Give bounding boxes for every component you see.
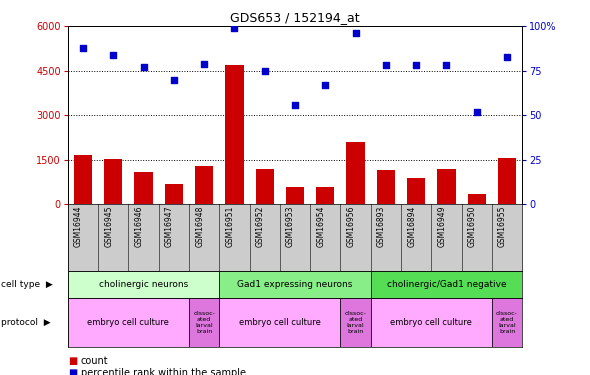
Bar bbox=[68, 298, 189, 347]
Bar bbox=[316, 187, 335, 204]
Point bbox=[230, 25, 239, 31]
Text: GSM16944: GSM16944 bbox=[74, 206, 83, 247]
Text: GSM16893: GSM16893 bbox=[377, 206, 386, 247]
Text: GSM16953: GSM16953 bbox=[286, 206, 295, 247]
Text: protocol  ▶: protocol ▶ bbox=[1, 318, 51, 327]
Point bbox=[78, 45, 88, 51]
Bar bbox=[74, 154, 92, 204]
Bar bbox=[225, 65, 244, 204]
Bar bbox=[189, 298, 219, 347]
Bar bbox=[255, 169, 274, 204]
Bar bbox=[104, 159, 122, 204]
Text: dissoc-
ated
larval
brain: dissoc- ated larval brain bbox=[496, 311, 518, 334]
Bar bbox=[340, 298, 371, 347]
Text: GSM16951: GSM16951 bbox=[225, 206, 234, 247]
Text: GSM16947: GSM16947 bbox=[165, 206, 174, 247]
Bar bbox=[219, 271, 371, 298]
Point bbox=[411, 62, 421, 68]
Point bbox=[260, 68, 270, 74]
Bar bbox=[219, 298, 340, 347]
Bar bbox=[371, 271, 522, 298]
Text: dissoc-
ated
larval
brain: dissoc- ated larval brain bbox=[345, 311, 366, 334]
Bar bbox=[371, 298, 492, 347]
Bar bbox=[195, 166, 213, 204]
Point bbox=[351, 30, 360, 36]
Text: cholinergic/Gad1 negative: cholinergic/Gad1 negative bbox=[386, 280, 506, 289]
Point bbox=[290, 102, 300, 108]
Text: count: count bbox=[81, 356, 109, 366]
Text: GSM16894: GSM16894 bbox=[407, 206, 416, 247]
Text: GSM16950: GSM16950 bbox=[468, 206, 477, 247]
Bar bbox=[498, 158, 516, 204]
Text: embryo cell culture: embryo cell culture bbox=[87, 318, 169, 327]
Bar bbox=[468, 194, 486, 204]
Point bbox=[320, 82, 330, 88]
Title: GDS653 / 152194_at: GDS653 / 152194_at bbox=[230, 11, 360, 24]
Point bbox=[381, 62, 391, 68]
Point bbox=[109, 52, 118, 58]
Bar bbox=[346, 142, 365, 204]
Bar bbox=[492, 298, 522, 347]
Text: cell type  ▶: cell type ▶ bbox=[1, 280, 53, 289]
Point bbox=[169, 77, 179, 83]
Text: percentile rank within the sample: percentile rank within the sample bbox=[81, 368, 246, 375]
Bar bbox=[135, 172, 153, 204]
Bar bbox=[377, 170, 395, 204]
Point bbox=[442, 62, 451, 68]
Point bbox=[199, 61, 209, 67]
Point bbox=[472, 109, 481, 115]
Text: GSM16956: GSM16956 bbox=[346, 206, 356, 247]
Bar bbox=[165, 184, 183, 204]
Text: GSM16952: GSM16952 bbox=[255, 206, 265, 247]
Text: ■: ■ bbox=[68, 368, 77, 375]
Bar bbox=[68, 271, 219, 298]
Text: GSM16955: GSM16955 bbox=[498, 206, 507, 247]
Text: GSM16949: GSM16949 bbox=[437, 206, 447, 247]
Text: embryo cell culture: embryo cell culture bbox=[391, 318, 472, 327]
Text: embryo cell culture: embryo cell culture bbox=[239, 318, 321, 327]
Text: dissoc-
ated
larval
brain: dissoc- ated larval brain bbox=[193, 311, 215, 334]
Text: GSM16954: GSM16954 bbox=[316, 206, 325, 247]
Text: Gad1 expressing neurons: Gad1 expressing neurons bbox=[237, 280, 353, 289]
Bar bbox=[437, 169, 455, 204]
Text: cholinergic neurons: cholinergic neurons bbox=[99, 280, 188, 289]
Bar bbox=[286, 187, 304, 204]
Text: GSM16948: GSM16948 bbox=[195, 206, 204, 247]
Text: GSM16946: GSM16946 bbox=[135, 206, 143, 247]
Text: GSM16945: GSM16945 bbox=[104, 206, 113, 247]
Point bbox=[139, 64, 148, 70]
Bar bbox=[407, 178, 425, 204]
Point bbox=[502, 54, 512, 60]
Text: ■: ■ bbox=[68, 356, 77, 366]
